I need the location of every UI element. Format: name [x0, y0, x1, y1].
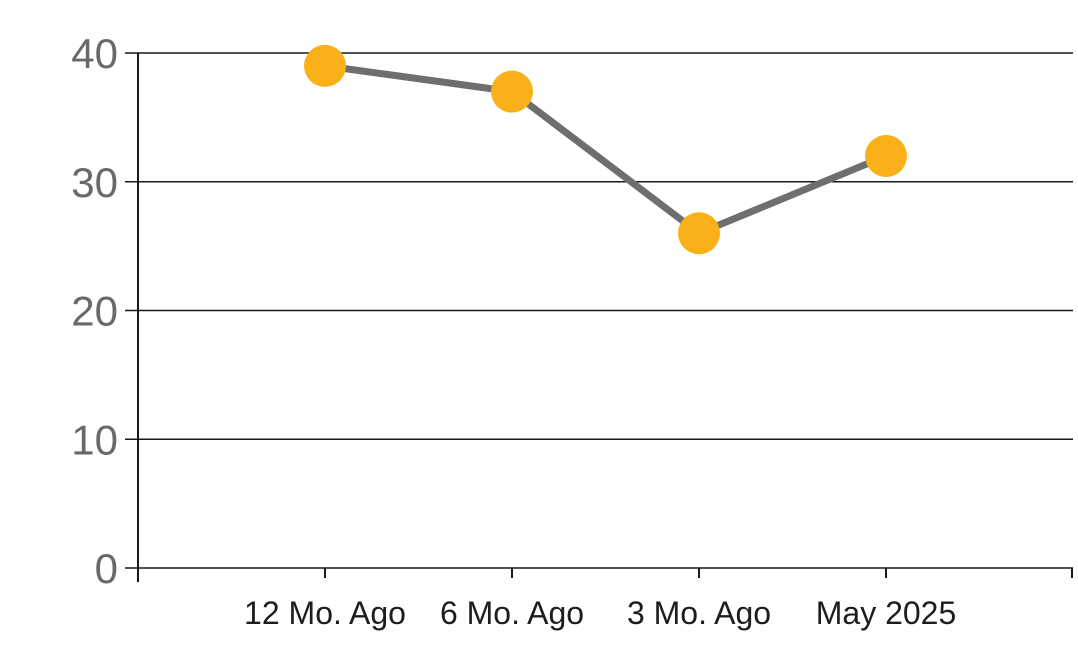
data-point-marker [865, 135, 907, 177]
y-tick-label: 20 [71, 288, 118, 335]
x-category-label: 12 Mo. Ago [244, 595, 406, 631]
data-point-marker [491, 70, 533, 113]
data-point-marker [304, 44, 346, 87]
x-category-label: 6 Mo. Ago [440, 595, 584, 631]
y-tick-label: 0 [95, 545, 118, 592]
x-category-label: 3 Mo. Ago [627, 595, 771, 631]
y-tick-label: 10 [71, 416, 118, 463]
data-point-marker [678, 212, 720, 255]
x-category-label: May 2025 [816, 595, 957, 631]
y-tick-label: 40 [71, 30, 118, 77]
series-line [324, 62, 888, 237]
y-tick-label: 30 [71, 159, 118, 206]
